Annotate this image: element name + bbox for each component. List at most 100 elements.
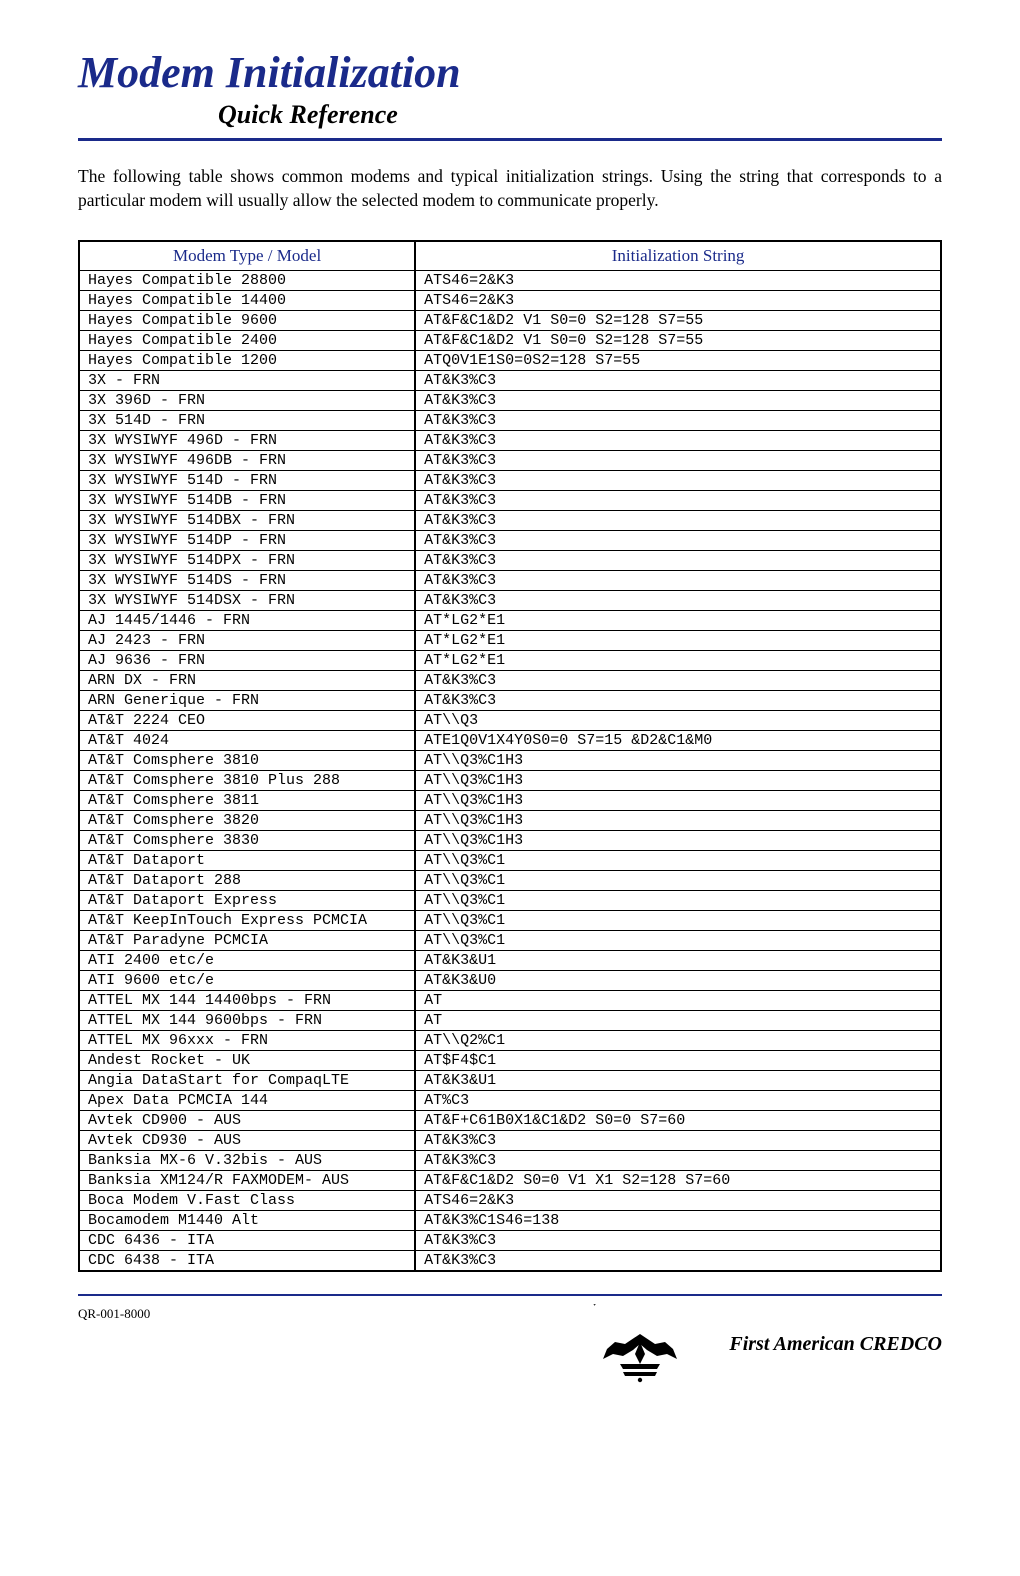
cell-model: Hayes Compatible 2400	[79, 331, 415, 351]
cell-initstring: AT\\Q3%C1H3	[415, 791, 941, 811]
table-row: AJ 9636 - FRNAT*LG2*E1	[79, 651, 941, 671]
table-row: Hayes Compatible 1200ATQ0V1E1S0=0S2=128 …	[79, 351, 941, 371]
cell-model: Hayes Compatible 28800	[79, 271, 415, 291]
cell-model: Hayes Compatible 9600	[79, 311, 415, 331]
table-row: AT&T 2224 CEOAT\\Q3	[79, 711, 941, 731]
cell-model: 3X WYSIWYF 514DBX - FRN	[79, 511, 415, 531]
table-row: Hayes Compatible 9600AT&F&C1&D2 V1 S0=0 …	[79, 311, 941, 331]
table-row: ATTEL MX 144 14400bps - FRNAT	[79, 991, 941, 1011]
table-row: 3X WYSIWYF 514DB - FRNAT&K3%C3	[79, 491, 941, 511]
cell-initstring: AT&K3%C3	[415, 1251, 941, 1272]
table-row: AT&T Paradyne PCMCIAAT\\Q3%C1	[79, 931, 941, 951]
cell-initstring: ATS46=2&K3	[415, 271, 941, 291]
cell-initstring: AT\\Q3%C1	[415, 931, 941, 951]
table-row: AT&T Dataport ExpressAT\\Q3%C1	[79, 891, 941, 911]
doc-number: QR-001-8000	[78, 1306, 150, 1322]
cell-model: AT&T Paradyne PCMCIA	[79, 931, 415, 951]
cell-model: 3X WYSIWYF 514DP - FRN	[79, 531, 415, 551]
cell-model: Banksia XM124/R FAXMODEM- AUS	[79, 1171, 415, 1191]
table-row: ATI 2400 etc/eAT&K3&U1	[79, 951, 941, 971]
table-row: CDC 6438 - ITAAT&K3%C3	[79, 1251, 941, 1272]
cell-model: 3X WYSIWYF 496DB - FRN	[79, 451, 415, 471]
table-row: 3X WYSIWYF 514D - FRNAT&K3%C3	[79, 471, 941, 491]
table-row: 3X 514D - FRNAT&K3%C3	[79, 411, 941, 431]
cell-initstring: ATQ0V1E1S0=0S2=128 S7=55	[415, 351, 941, 371]
cell-initstring: AT	[415, 991, 941, 1011]
table-row: Hayes Compatible 28800ATS46=2&K3	[79, 271, 941, 291]
cell-initstring: AT&F&C1&D2 V1 S0=0 S2=128 S7=55	[415, 311, 941, 331]
table-row: 3X 396D - FRNAT&K3%C3	[79, 391, 941, 411]
table-row: Angia DataStart for CompaqLTEAT&K3&U1	[79, 1071, 941, 1091]
cell-model: Apex Data PCMCIA 144	[79, 1091, 415, 1111]
cell-initstring: ATS46=2&K3	[415, 291, 941, 311]
cell-model: ATTEL MX 96xxx - FRN	[79, 1031, 415, 1051]
table-row: ATTEL MX 144 9600bps - FRNAT	[79, 1011, 941, 1031]
cell-model: 3X WYSIWYF 514DS - FRN	[79, 571, 415, 591]
cell-model: 3X WYSIWYF 514DSX - FRN	[79, 591, 415, 611]
table-row: Hayes Compatible 14400ATS46=2&K3	[79, 291, 941, 311]
cell-initstring: AT\\Q3%C1H3	[415, 811, 941, 831]
cell-model: Avtek CD900 - AUS	[79, 1111, 415, 1131]
cell-initstring: AT\\Q3	[415, 711, 941, 731]
cell-initstring: AT&K3&U1	[415, 1071, 941, 1091]
table-row: 3X - FRNAT&K3%C3	[79, 371, 941, 391]
table-row: CDC 6436 - ITAAT&K3%C3	[79, 1231, 941, 1251]
cell-model: Hayes Compatible 1200	[79, 351, 415, 371]
cell-model: Banksia MX-6 V.32bis - AUS	[79, 1151, 415, 1171]
cell-initstring: AT&K3%C3	[415, 1231, 941, 1251]
cell-initstring: AT&K3%C3	[415, 431, 941, 451]
table-row: Apex Data PCMCIA 144AT%C3	[79, 1091, 941, 1111]
cell-model: 3X WYSIWYF 514DPX - FRN	[79, 551, 415, 571]
page-footer: QR-001-8000 FIRST AMERICAN First America…	[78, 1304, 942, 1384]
logo-arc-text: FIRST AMERICAN	[589, 1304, 692, 1308]
cell-initstring: AT\\Q3%C1	[415, 911, 941, 931]
cell-initstring: AT	[415, 1011, 941, 1031]
table-row: Avtek CD930 - AUSAT&K3%C3	[79, 1131, 941, 1151]
cell-model: AT&T Comsphere 3811	[79, 791, 415, 811]
cell-initstring: AT&K3&U0	[415, 971, 941, 991]
table-row: 3X WYSIWYF 496D - FRNAT&K3%C3	[79, 431, 941, 451]
table-row: 3X WYSIWYF 514DSX - FRNAT&K3%C3	[79, 591, 941, 611]
cell-model: AT&T Comsphere 3820	[79, 811, 415, 831]
cell-initstring: AT&F&C1&D2 V1 S0=0 S2=128 S7=55	[415, 331, 941, 351]
cell-model: AJ 2423 - FRN	[79, 631, 415, 651]
intro-paragraph: The following table shows common modems …	[78, 165, 942, 212]
table-row: Bocamodem M1440 AltAT&K3%C1S46=138	[79, 1211, 941, 1231]
table-row: Hayes Compatible 2400AT&F&C1&D2 V1 S0=0 …	[79, 331, 941, 351]
cell-initstring: AT\\Q3%C1	[415, 851, 941, 871]
table-row: Avtek CD900 - AUSAT&F+C61B0X1&C1&D2 S0=0…	[79, 1111, 941, 1131]
cell-model: ARN DX - FRN	[79, 671, 415, 691]
cell-model: Andest Rocket - UK	[79, 1051, 415, 1071]
table-row: 3X WYSIWYF 496DB - FRNAT&K3%C3	[79, 451, 941, 471]
table-row: ATI 9600 etc/eAT&K3&U0	[79, 971, 941, 991]
cell-initstring: AT$F4$C1	[415, 1051, 941, 1071]
cell-model: ATTEL MX 144 14400bps - FRN	[79, 991, 415, 1011]
table-row: Andest Rocket - UKAT$F4$C1	[79, 1051, 941, 1071]
cell-model: 3X - FRN	[79, 371, 415, 391]
cell-model: Angia DataStart for CompaqLTE	[79, 1071, 415, 1091]
cell-initstring: AT&K3%C3	[415, 471, 941, 491]
cell-model: AT&T Comsphere 3830	[79, 831, 415, 851]
brand-text: First American CREDCO	[729, 1333, 942, 1356]
table-row: AT&T Comsphere 3810 Plus 288AT\\Q3%C1H3	[79, 771, 941, 791]
table-row: ARN Generique - FRNAT&K3%C3	[79, 691, 941, 711]
table-row: AT&T Comsphere 3811AT\\Q3%C1H3	[79, 791, 941, 811]
cell-model: AT&T 2224 CEO	[79, 711, 415, 731]
cell-initstring: AT&K3%C3	[415, 691, 941, 711]
table-row: ARN DX - FRNAT&K3%C3	[79, 671, 941, 691]
cell-initstring: AT&K3%C3	[415, 571, 941, 591]
table-row: AT&T Comsphere 3830AT\\Q3%C1H3	[79, 831, 941, 851]
cell-model: AJ 1445/1446 - FRN	[79, 611, 415, 631]
table-row: AT&T Comsphere 3820AT\\Q3%C1H3	[79, 811, 941, 831]
cell-model: 3X WYSIWYF 496D - FRN	[79, 431, 415, 451]
table-row: AT&T Dataport 288AT\\Q3%C1	[79, 871, 941, 891]
cell-initstring: AT&K3%C3	[415, 411, 941, 431]
cell-model: AT&T Dataport 288	[79, 871, 415, 891]
cell-initstring: AT%C3	[415, 1091, 941, 1111]
modem-table: Modem Type / Model Initialization String…	[78, 240, 942, 1272]
table-header-row: Modem Type / Model Initialization String	[79, 241, 941, 271]
page-title: Modem Initialization	[78, 50, 942, 96]
cell-initstring: AT&K3%C3	[415, 491, 941, 511]
brand: FIRST AMERICAN First American CREDCO	[565, 1304, 942, 1384]
cell-model: Bocamodem M1440 Alt	[79, 1211, 415, 1231]
